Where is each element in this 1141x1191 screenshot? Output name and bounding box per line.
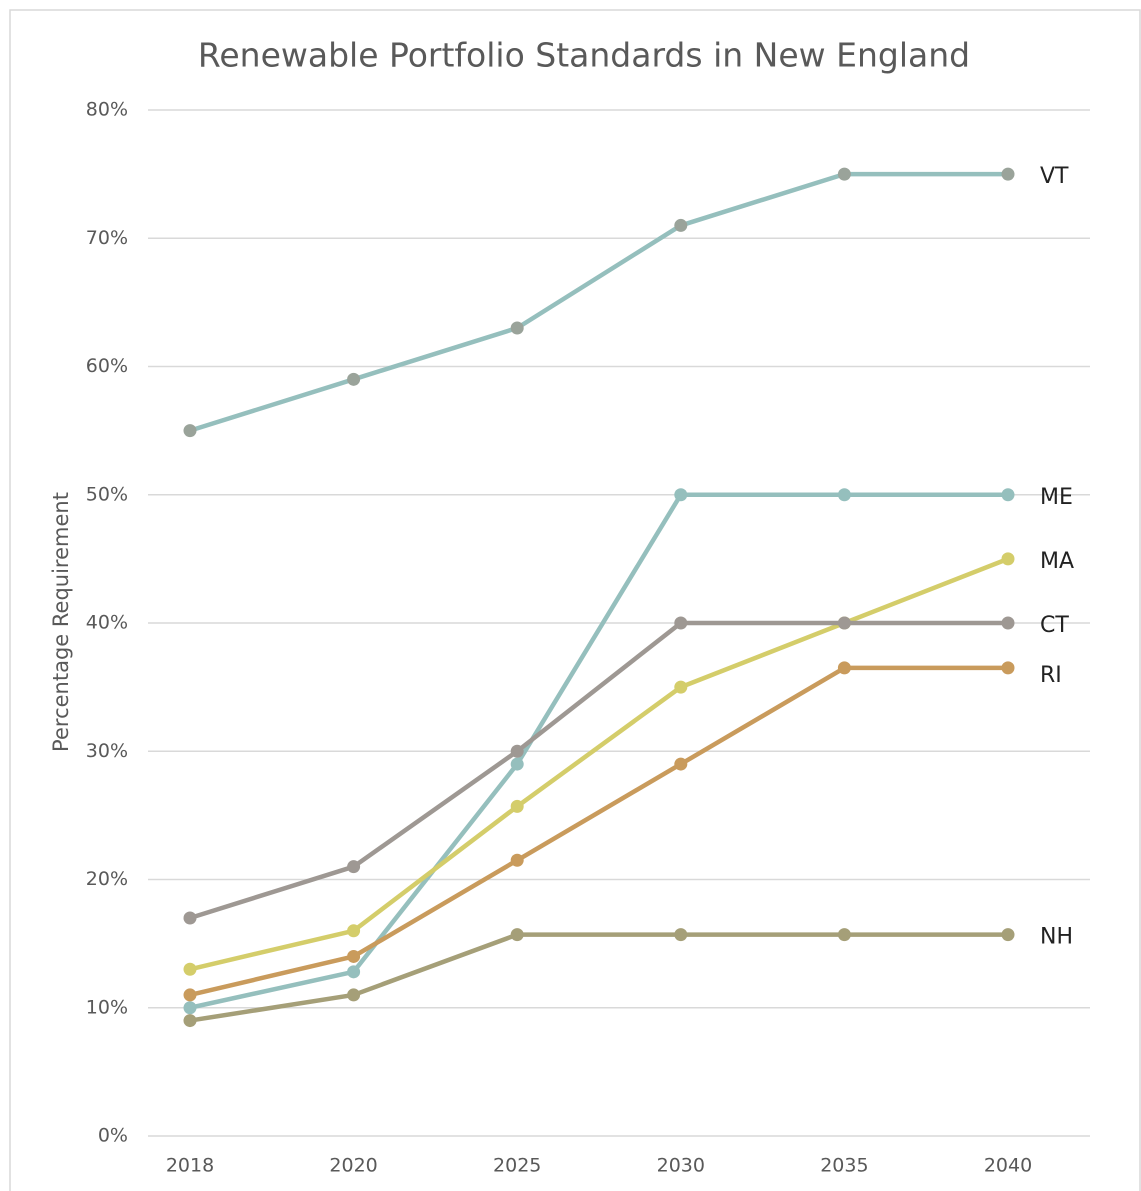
point	[347, 965, 361, 979]
point	[674, 488, 688, 502]
point	[674, 616, 688, 630]
chart-title: Renewable Portfolio Standards in New Eng…	[198, 36, 970, 75]
point	[510, 744, 524, 758]
point	[1001, 661, 1015, 675]
series-label: CT	[1040, 613, 1069, 638]
point	[183, 911, 197, 925]
point	[674, 928, 688, 942]
series-label: NH	[1040, 925, 1073, 950]
point	[1001, 552, 1015, 566]
y-tick-label: 60%	[86, 355, 128, 377]
x-tick-label: 2030	[657, 1155, 705, 1177]
point	[674, 680, 688, 694]
point	[1001, 928, 1015, 942]
series-line	[189, 932, 1008, 1023]
point	[183, 424, 197, 438]
y-tick-label: 70%	[86, 227, 128, 249]
point	[674, 757, 688, 771]
point	[183, 962, 197, 976]
series-label: RI	[1040, 663, 1062, 688]
x-tick-label: 2025	[493, 1155, 541, 1177]
series-line	[189, 492, 1008, 1010]
series-line	[189, 171, 1008, 433]
series-label: ME	[1040, 485, 1073, 510]
x-tick-label: 2035	[820, 1155, 868, 1177]
point	[1001, 616, 1015, 630]
y-tick-label: 20%	[86, 868, 128, 890]
point	[183, 988, 197, 1002]
y-tick-label: 50%	[86, 483, 128, 505]
point	[183, 1001, 197, 1015]
point	[347, 949, 361, 963]
y-axis-label: Percentage Requirement	[49, 492, 73, 752]
series-label: VT	[1040, 164, 1069, 189]
point	[837, 661, 851, 675]
y-tick-label: 30%	[86, 740, 128, 762]
series-line	[189, 620, 1008, 921]
series-line	[189, 556, 1009, 972]
series-label: MA	[1040, 549, 1074, 574]
point	[674, 218, 688, 232]
point	[510, 928, 524, 942]
point	[510, 321, 524, 335]
point	[510, 853, 524, 867]
point	[1001, 488, 1015, 502]
y-tick-label: 40%	[86, 612, 128, 634]
point	[347, 988, 361, 1002]
point	[510, 757, 524, 771]
point	[837, 616, 851, 630]
point	[837, 488, 851, 502]
point	[510, 799, 524, 813]
y-tick-label: 0%	[98, 1125, 128, 1147]
x-tick-label: 2018	[166, 1155, 214, 1177]
point	[347, 372, 361, 386]
y-tick-label: 80%	[86, 99, 128, 121]
point	[837, 928, 851, 942]
point	[837, 167, 851, 181]
x-tick-label: 2020	[329, 1155, 377, 1177]
point	[347, 860, 361, 874]
y-tick-label: 10%	[86, 996, 128, 1018]
x-tick-label: 2040	[984, 1155, 1032, 1177]
point	[1001, 167, 1015, 181]
series-line	[189, 665, 1008, 998]
point	[183, 1014, 197, 1028]
point	[347, 924, 361, 938]
chart-frame	[9, 9, 1141, 1191]
